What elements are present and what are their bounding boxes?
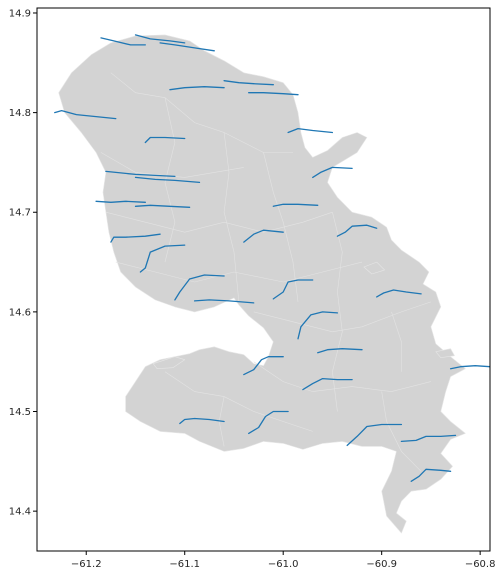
river-24: [297, 311, 339, 340]
river-30: [248, 410, 289, 435]
river-27: [302, 377, 353, 391]
river-12: [95, 200, 146, 203]
axes-frame: [36, 7, 491, 552]
commune-border-14: [391, 311, 402, 372]
river-17: [139, 244, 186, 273]
river-11: [134, 176, 201, 184]
river-8: [287, 127, 334, 134]
y-tick-label: 14.6: [9, 307, 31, 318]
river-33: [410, 468, 452, 482]
river-18: [243, 229, 284, 243]
river-14: [312, 166, 353, 179]
river-32: [400, 434, 457, 443]
river-5: [223, 80, 274, 86]
river-2: [134, 34, 186, 44]
commune-border-12: [218, 396, 225, 447]
river-1: [100, 37, 146, 46]
x-tick-label: −60.8: [465, 559, 496, 570]
commune-border-11: [164, 371, 313, 432]
river-29: [179, 417, 225, 425]
y-tick-label: 14.9: [9, 8, 31, 19]
x-tick-label: −61.1: [169, 559, 200, 570]
river-3: [159, 42, 215, 52]
river-10: [105, 170, 176, 178]
commune-border-10: [253, 361, 431, 392]
river-layer: [54, 34, 490, 482]
river-31: [346, 423, 403, 447]
commune-border-6: [263, 152, 299, 302]
commune-border-3: [164, 97, 176, 263]
x-tick-label: −61.0: [268, 559, 299, 570]
islet-2: [363, 261, 385, 275]
river-19: [336, 224, 378, 237]
commune-border-9: [332, 212, 343, 412]
y-tick-label: 14.8: [9, 108, 31, 119]
x-tick-label: −61.2: [71, 559, 102, 570]
commune-border-2: [100, 152, 244, 178]
river-22: [272, 279, 314, 300]
river-23: [376, 289, 422, 298]
river-20: [174, 274, 225, 301]
commune-border-7: [115, 261, 363, 283]
river-7: [54, 109, 117, 120]
y-axis: 14.4 14.5 14.6 14.7 14.8 14.9: [9, 8, 37, 518]
river-15: [272, 203, 319, 207]
river-28: [449, 365, 490, 370]
commune-border-13: [381, 391, 422, 472]
y-tick-label: 14.5: [9, 407, 31, 418]
islet-3: [435, 348, 455, 359]
river-9: [144, 136, 186, 144]
river-13: [134, 204, 191, 208]
y-tick-label: 14.4: [9, 507, 31, 518]
commune-border-5: [105, 211, 333, 233]
x-axis: −61.2 −61.1 −61.0 −60.9 −60.8: [71, 551, 496, 570]
x-tick-label: −60.9: [366, 559, 397, 570]
river-6: [248, 92, 299, 96]
commune-border-layer: [100, 72, 431, 472]
plot-area: [54, 34, 490, 534]
commune-border-4: [223, 132, 240, 302]
river-26: [243, 356, 284, 376]
y-tick-label: 14.7: [9, 208, 31, 219]
river-16: [110, 233, 161, 243]
river-4: [169, 86, 225, 91]
river-21: [193, 299, 255, 304]
island-outline: [58, 34, 466, 534]
land-layer: [58, 34, 466, 534]
islet-1: [152, 356, 185, 370]
river-25: [317, 348, 363, 354]
commune-border-8: [253, 301, 431, 333]
